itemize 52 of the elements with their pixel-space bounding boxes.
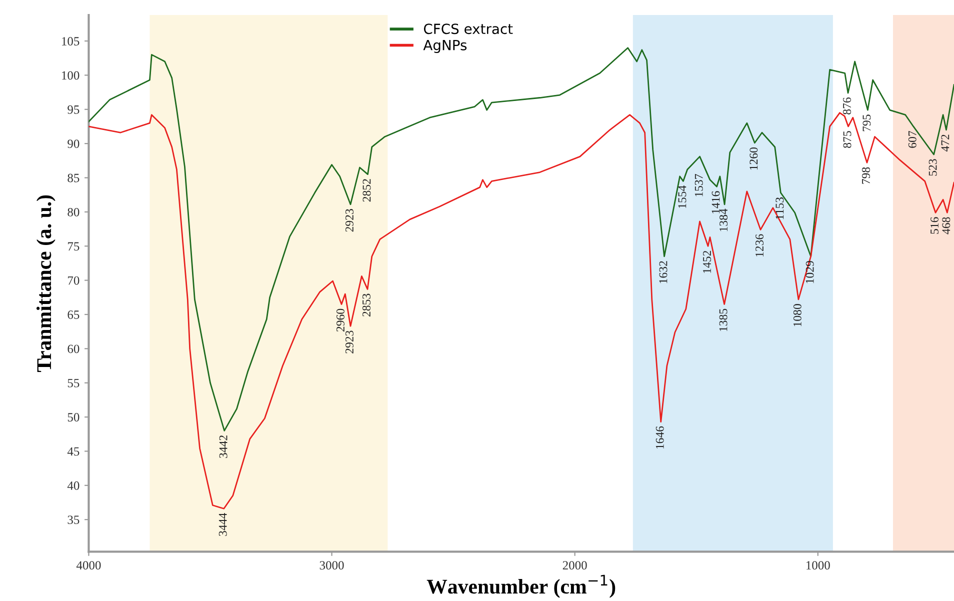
annotation: 1632 xyxy=(659,261,668,284)
y-tick-label: 100 xyxy=(62,71,80,80)
annotation: 1554 xyxy=(678,186,686,208)
y-tick-label: 95 xyxy=(68,105,80,114)
annotation: 1029 xyxy=(806,261,814,284)
y-tick-label: 45 xyxy=(67,447,80,456)
x-tick-label: 4000 xyxy=(76,561,101,570)
annotation: 1646 xyxy=(656,426,664,449)
y-tick-label: 50 xyxy=(68,413,80,422)
y-tick-label: 65 xyxy=(68,310,80,319)
annotation: 472 xyxy=(941,134,950,152)
annotation: 795 xyxy=(862,114,871,132)
annotation: 1080 xyxy=(793,304,802,326)
annotation: 2923 xyxy=(346,330,354,354)
x-tick-label: 1000 xyxy=(806,561,830,570)
annotation: 2852 xyxy=(362,179,371,202)
legend-label: AgNPs xyxy=(423,40,467,54)
y-tick-label: 55 xyxy=(68,379,80,388)
annotation: 875 xyxy=(843,131,852,148)
annotation: 876 xyxy=(843,97,851,114)
y-tick-label: 90 xyxy=(68,140,80,148)
annotation: 468 xyxy=(942,217,950,234)
annotation: 798 xyxy=(862,167,870,184)
annotation: 607 xyxy=(908,130,916,148)
y-tick-label: 35 xyxy=(68,516,80,524)
annotation: 1537 xyxy=(694,174,703,196)
y-tick-label: 60 xyxy=(68,344,80,354)
annotation: 1260 xyxy=(750,147,758,170)
y-tick-label: 70 xyxy=(68,276,80,285)
legend-label: CFCS extract xyxy=(424,24,513,34)
annotation: 1416 xyxy=(712,191,720,214)
y-tick-label: 40 xyxy=(67,481,80,490)
y-tick-label: 105 xyxy=(62,37,80,46)
annotation: 1153 xyxy=(776,197,784,220)
y-tick-label: 75 xyxy=(68,242,80,251)
annotation: 3442 xyxy=(219,436,228,458)
x-axis-title: Wavenumber (cm$^{−1}$) xyxy=(426,574,616,598)
annotation: 1452 xyxy=(703,250,711,273)
annotation: 2960 xyxy=(336,308,344,332)
annotation: 516 xyxy=(930,217,938,234)
x-tick-label: 3000 xyxy=(320,561,344,570)
annotation: 1384 xyxy=(720,208,728,232)
y-axis-title: Tranmittance (a. u.) xyxy=(36,195,56,372)
annotation: 3444 xyxy=(218,512,227,536)
x-tick-label: 2000 xyxy=(562,561,587,570)
y-tick-label: 85 xyxy=(68,174,80,182)
y-tick-label: 80 xyxy=(68,208,80,216)
annotation: 2853 xyxy=(362,294,370,316)
annotation: 1385 xyxy=(719,308,728,331)
annotation: 2923 xyxy=(346,209,354,232)
annotation: 1236 xyxy=(756,234,764,256)
annotation: 523 xyxy=(928,159,937,176)
